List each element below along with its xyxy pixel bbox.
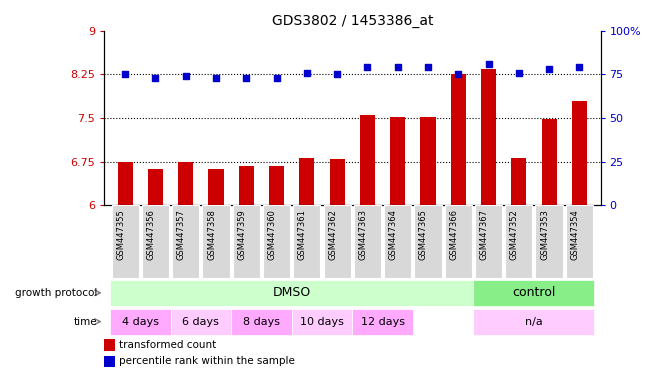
Point (120, 71, 131, 78)
FancyBboxPatch shape (172, 205, 199, 278)
Text: GSM447357: GSM447357 (176, 209, 186, 260)
Point (301, 70, 312, 76)
Text: control: control (512, 286, 556, 299)
Text: GSM447353: GSM447353 (540, 209, 549, 260)
FancyBboxPatch shape (292, 309, 352, 334)
FancyBboxPatch shape (535, 205, 563, 278)
Text: GSM447358: GSM447358 (207, 209, 216, 260)
Point (180, 73, 191, 79)
FancyBboxPatch shape (384, 205, 411, 278)
Bar (299, 158, 315, 205)
FancyBboxPatch shape (475, 205, 502, 278)
Bar (481, 69, 496, 205)
Bar (329, 159, 345, 205)
Text: GSM447365: GSM447365 (419, 209, 428, 260)
Bar (511, 158, 526, 205)
Text: percentile rank within the sample: percentile rank within the sample (119, 356, 295, 366)
Text: GSM447364: GSM447364 (389, 209, 398, 260)
Text: GSM447355: GSM447355 (116, 209, 125, 260)
Text: GSM447361: GSM447361 (298, 209, 307, 260)
Text: GSM447352: GSM447352 (510, 209, 519, 260)
Bar (451, 74, 466, 205)
FancyBboxPatch shape (293, 205, 321, 278)
FancyBboxPatch shape (170, 309, 231, 334)
Point (453, 71, 464, 78)
FancyBboxPatch shape (445, 205, 472, 278)
Text: DMSO: DMSO (272, 286, 311, 299)
Text: GSM447360: GSM447360 (268, 209, 276, 260)
Text: n/a: n/a (525, 316, 543, 327)
Point (483, 61, 494, 67)
Bar (178, 162, 193, 205)
Title: GDS3802 / 1453386_at: GDS3802 / 1453386_at (272, 14, 433, 28)
Point (271, 75, 282, 81)
Bar (104, 339, 115, 351)
FancyBboxPatch shape (415, 205, 442, 278)
Bar (541, 119, 557, 205)
Bar (572, 101, 587, 205)
Text: growth protocol: growth protocol (15, 288, 97, 298)
Bar (117, 162, 133, 205)
Bar (209, 169, 223, 205)
FancyBboxPatch shape (142, 205, 169, 278)
Text: 12 days: 12 days (360, 316, 405, 327)
FancyBboxPatch shape (473, 309, 595, 334)
Text: 10 days: 10 days (300, 316, 344, 327)
Point (423, 65, 433, 71)
Text: GSM447359: GSM447359 (238, 209, 246, 260)
Text: transformed count: transformed count (119, 340, 216, 350)
FancyBboxPatch shape (231, 309, 292, 334)
Bar (421, 117, 435, 205)
FancyBboxPatch shape (110, 280, 473, 306)
Point (331, 71, 342, 78)
Point (574, 65, 584, 71)
FancyBboxPatch shape (323, 205, 351, 278)
FancyBboxPatch shape (203, 205, 229, 278)
Text: 4 days: 4 days (122, 316, 159, 327)
Text: GSM447356: GSM447356 (146, 209, 156, 260)
Text: time: time (74, 316, 97, 327)
Bar (104, 356, 115, 367)
Bar (360, 115, 375, 205)
FancyBboxPatch shape (566, 205, 593, 278)
Text: GSM447367: GSM447367 (480, 209, 488, 260)
Point (393, 65, 403, 71)
FancyBboxPatch shape (473, 280, 595, 306)
FancyBboxPatch shape (505, 205, 532, 278)
Text: GSM447366: GSM447366 (450, 209, 458, 260)
Point (241, 75, 252, 81)
Text: GSM447362: GSM447362 (328, 209, 337, 260)
Text: GSM447363: GSM447363 (358, 209, 368, 260)
FancyBboxPatch shape (352, 309, 413, 334)
Point (544, 66, 554, 72)
Bar (269, 166, 284, 205)
Text: 8 days: 8 days (243, 316, 280, 327)
Bar (239, 166, 254, 205)
Text: GSM447354: GSM447354 (570, 209, 579, 260)
Point (513, 70, 524, 76)
FancyBboxPatch shape (110, 309, 170, 334)
Point (362, 65, 373, 71)
Point (150, 75, 161, 81)
FancyBboxPatch shape (354, 205, 381, 278)
Text: 6 days: 6 days (183, 316, 219, 327)
FancyBboxPatch shape (111, 205, 139, 278)
Bar (148, 169, 163, 205)
Bar (390, 117, 405, 205)
FancyBboxPatch shape (263, 205, 290, 278)
FancyBboxPatch shape (233, 205, 260, 278)
Point (211, 75, 221, 81)
